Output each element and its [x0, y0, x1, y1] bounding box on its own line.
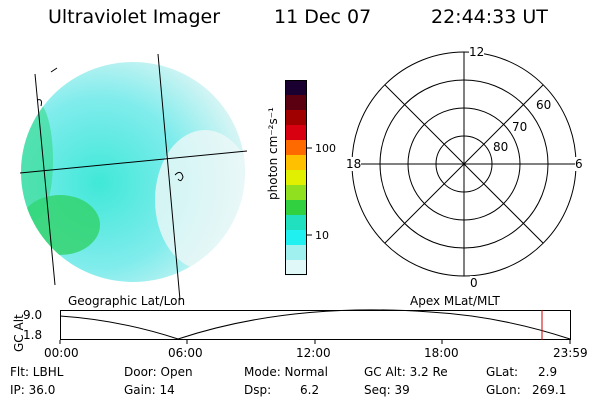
door-readout: Door: Open: [124, 365, 193, 379]
lat-label-70: 70: [512, 120, 528, 134]
mlt-label-18: 18: [346, 157, 362, 171]
gc-alt-readout: GC Alt: 3.2 Re: [364, 365, 448, 379]
lat-label-80: 80: [493, 140, 509, 154]
colorbar-segment: [285, 185, 307, 201]
colorbar-segment: [285, 200, 307, 216]
mode-readout: Mode: Normal: [244, 365, 328, 379]
coastline: [174, 171, 184, 182]
coastline: [36, 67, 58, 107]
time-tick-0000: 00:00: [44, 346, 79, 360]
glat-label: GLat:: [486, 365, 519, 379]
altitude-curve: [59, 309, 571, 340]
colorbar-segment: [285, 245, 307, 261]
seq-readout: Seq: 39: [364, 383, 410, 397]
colorbar-segment: [285, 80, 307, 96]
altitude-tick-9: 9.0: [23, 308, 43, 322]
color-scale-bar: [285, 80, 307, 276]
colorbar-tick-100: 100: [315, 142, 336, 155]
mlt-diag: [384, 84, 544, 244]
colorbar-unit-label: photon cm⁻²s⁻¹: [266, 107, 280, 200]
time-label: 22:44:33 UT: [431, 6, 548, 28]
mlt-label-6: 6: [575, 157, 583, 171]
polar-plot: [351, 51, 577, 277]
glon-value: 269.1: [532, 383, 567, 397]
time-tick-0600: 06:00: [168, 346, 203, 360]
glon-label: GLon:: [486, 383, 521, 397]
altitude-tick-1-8: 1.8: [23, 328, 43, 342]
colorbar-segment: [285, 95, 307, 111]
time-tick-2359: 23:59: [553, 346, 588, 360]
geo-caption: Geographic Lat/Lon: [68, 294, 186, 308]
colorbar-segment: [285, 110, 307, 126]
apex-caption: Apex MLat/MLT: [410, 294, 500, 308]
dsp-value: 6.2: [300, 383, 320, 397]
dim-region: [155, 130, 245, 270]
gain-readout: Gain: 14: [124, 383, 175, 397]
lat-label-60: 60: [536, 98, 552, 112]
colorbar-segment: [285, 155, 307, 171]
time-tick-1200: 12:00: [296, 346, 331, 360]
colorbar-segment: [285, 125, 307, 141]
color-scale-axis: [306, 147, 312, 236]
colorbar-segment: [285, 215, 307, 231]
mlt-label-0: 0: [470, 276, 478, 290]
uv-image-panel: [19, 53, 248, 301]
app-title: Ultraviolet Imager: [48, 6, 221, 28]
colorbar-segment: [285, 140, 307, 156]
date-label: 11 Dec 07: [274, 6, 372, 28]
filter-readout: Flt: LBHL: [10, 365, 64, 379]
colorbar-segment: [285, 260, 307, 276]
dsp-label: Dsp:: [244, 383, 272, 397]
lat-lon-line: [34, 73, 56, 286]
colorbar-segment: [285, 170, 307, 186]
lat-lon-line: [19, 150, 248, 174]
lat-lon-line: [157, 53, 181, 301]
altitude-strip: [59, 309, 571, 344]
mlt-label-12: 12: [469, 45, 485, 59]
glat-value: 2.9: [538, 365, 558, 379]
time-tick-1800: 18:00: [424, 346, 459, 360]
ip-readout: IP: 36.0: [10, 383, 56, 397]
colorbar-tick-10: 10: [315, 229, 329, 242]
colorbar-segment: [285, 230, 307, 246]
